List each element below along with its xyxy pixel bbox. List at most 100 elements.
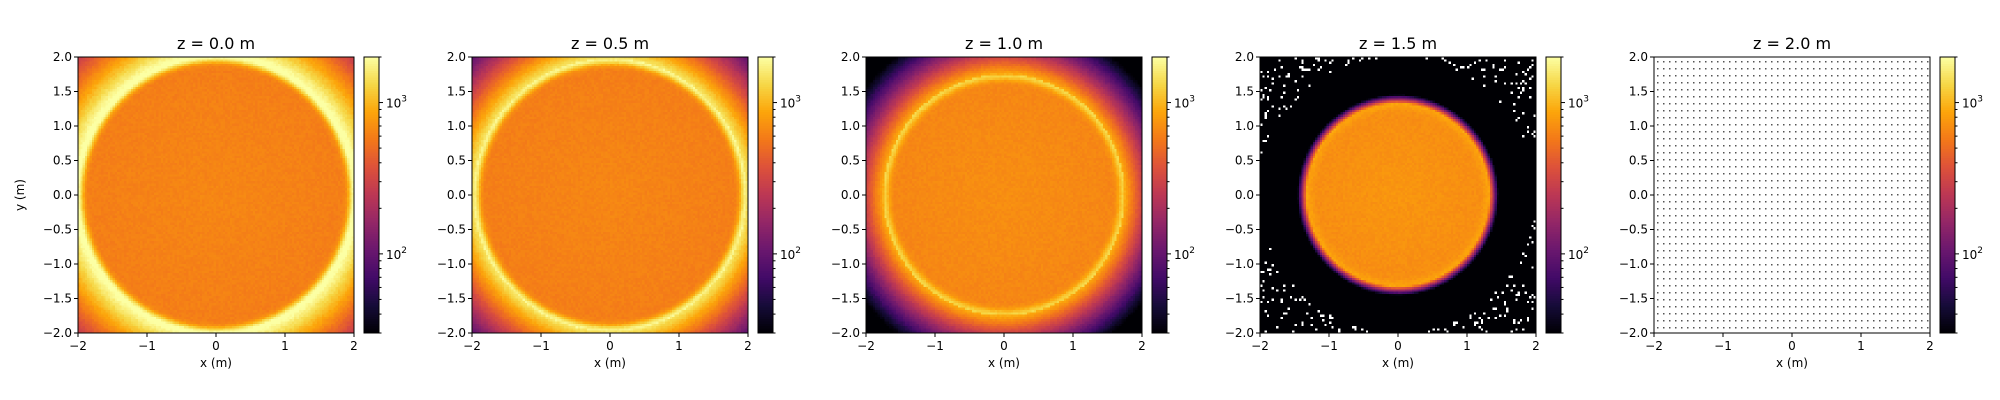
heatmap-cell	[345, 73, 348, 76]
heatmap-cell	[287, 94, 290, 97]
heatmap-cell	[207, 92, 210, 95]
heatmap-cell	[320, 101, 323, 104]
heatmap-cell	[264, 101, 267, 104]
heatmap-cell	[241, 98, 244, 101]
heatmap-cell	[349, 108, 352, 111]
heatmap-cell	[87, 89, 90, 92]
heatmap-cell	[101, 62, 104, 65]
heatmap-cell	[149, 85, 152, 88]
heatmap-cell	[262, 94, 265, 97]
heatmap-cell	[320, 62, 323, 65]
heatmap-cell	[184, 71, 187, 74]
heatmap-cell	[241, 94, 244, 97]
heatmap-cell	[347, 89, 350, 92]
heatmap-cell	[271, 73, 274, 76]
heatmap-cell	[347, 82, 350, 85]
heatmap-cell	[239, 59, 242, 62]
heatmap-cell	[234, 87, 237, 90]
heatmap-cell	[186, 105, 189, 108]
heatmap-cell	[239, 87, 242, 90]
heatmap-cell	[161, 89, 164, 92]
heatmap-cell	[218, 75, 221, 78]
heatmap-cell	[333, 71, 336, 74]
heatmap-cell	[96, 92, 99, 95]
heatmap-cell	[149, 73, 152, 76]
heatmap-cell	[131, 78, 134, 81]
heatmap-cell	[85, 85, 88, 88]
heatmap-cell	[119, 110, 122, 113]
heatmap-cell	[244, 73, 247, 76]
heatmap-cell	[274, 87, 277, 90]
heatmap-cell	[188, 69, 191, 72]
heatmap-cell	[276, 98, 279, 101]
heatmap-cell	[108, 64, 111, 67]
heatmap-cell	[122, 82, 125, 85]
heatmap-cell	[115, 69, 118, 72]
heatmap-cell	[142, 94, 145, 97]
heatmap-cell	[87, 94, 90, 97]
heatmap-cell	[92, 82, 95, 85]
heatmap-cell	[147, 101, 150, 104]
heatmap-cell	[96, 59, 99, 62]
heatmap-cell	[124, 108, 127, 111]
heatmap-cell	[338, 103, 341, 106]
heatmap-cell	[168, 92, 171, 95]
heatmap-cell	[267, 89, 270, 92]
heatmap-cell	[193, 87, 196, 90]
heatmap-cell	[133, 96, 136, 99]
heatmap-cell	[218, 94, 221, 97]
heatmap-cell	[85, 89, 88, 92]
heatmap-cell	[99, 75, 102, 78]
heatmap-cell	[115, 105, 118, 108]
heatmap-cell	[149, 71, 152, 74]
heatmap-cell	[290, 71, 293, 74]
heatmap-cell	[129, 78, 132, 81]
heatmap-cell	[177, 80, 180, 83]
heatmap-cell	[308, 75, 311, 78]
heatmap-cell	[239, 82, 242, 85]
heatmap-cell	[90, 85, 93, 88]
heatmap-cell	[188, 105, 191, 108]
heatmap-cell	[188, 82, 191, 85]
heatmap-cell	[324, 85, 327, 88]
heatmap-cell	[299, 71, 302, 74]
heatmap-cell	[163, 78, 166, 81]
heatmap-cell	[308, 66, 311, 69]
heatmap-cell	[338, 85, 341, 88]
heatmap-cell	[260, 71, 263, 74]
heatmap-cell	[297, 96, 300, 99]
heatmap-cell	[126, 96, 129, 99]
heatmap-cell	[280, 87, 283, 90]
heatmap-cell	[299, 103, 302, 106]
heatmap-cell	[184, 80, 187, 83]
heatmap-cell	[267, 82, 270, 85]
heatmap-cell	[211, 105, 214, 108]
heatmap-cell	[246, 73, 249, 76]
heatmap-cell	[90, 78, 93, 81]
heatmap-cell	[244, 69, 247, 72]
heatmap-cell	[96, 80, 99, 83]
heatmap-cell	[119, 71, 122, 74]
heatmap-cell	[133, 78, 136, 81]
heatmap-cell	[269, 85, 272, 88]
heatmap-cell	[230, 105, 233, 108]
heatmap-cell	[147, 98, 150, 101]
heatmap-cell	[303, 94, 306, 97]
heatmap-cell	[188, 71, 191, 74]
heatmap-cell	[234, 69, 237, 72]
heatmap-cell	[216, 94, 219, 97]
heatmap-cell	[276, 78, 279, 81]
heatmap-cell	[152, 98, 155, 101]
heatmap-cell	[274, 105, 277, 108]
heatmap-cell	[113, 71, 116, 74]
heatmap-cell	[269, 69, 272, 72]
heatmap-cell	[200, 108, 203, 111]
heatmap-cell	[209, 59, 212, 62]
heatmap-cell	[154, 75, 157, 78]
heatmap-cell	[315, 66, 318, 69]
heatmap-cell	[92, 85, 95, 88]
heatmap-cell	[292, 71, 295, 74]
heatmap-cell	[267, 85, 270, 88]
heatmap-cell	[336, 78, 339, 81]
heatmap-cell	[285, 66, 288, 69]
